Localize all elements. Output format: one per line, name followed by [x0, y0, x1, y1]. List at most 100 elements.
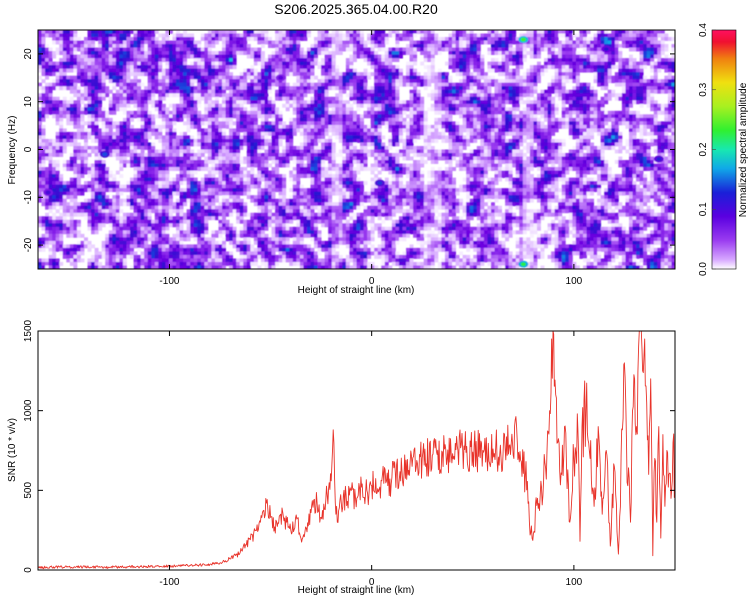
heatmap-cell — [115, 93, 120, 98]
heatmap-cell — [522, 131, 527, 136]
heatmap-cell — [483, 89, 488, 94]
heatmap-cell — [494, 110, 499, 115]
heatmap-cell — [328, 110, 333, 115]
heatmap-cell — [48, 82, 53, 87]
heatmap-cell — [183, 44, 188, 48]
heatmap-cell — [243, 142, 248, 147]
heatmap-cell — [98, 96, 103, 101]
heatmap-cell — [604, 131, 609, 136]
heatmap-cell — [314, 114, 318, 119]
heatmap-cell — [575, 103, 580, 108]
heatmap-cell — [289, 100, 294, 105]
heatmap-cell — [643, 65, 648, 70]
heatmap-cell — [643, 47, 648, 52]
heatmap-cell — [625, 65, 630, 70]
heatmap-cell — [190, 61, 195, 66]
heatmap-cell — [303, 135, 308, 140]
heatmap-cell — [508, 40, 513, 45]
heatmap-cell — [48, 65, 53, 70]
heatmap-cell — [207, 100, 212, 105]
heatmap-cell — [632, 30, 637, 34]
heatmap-cell — [45, 89, 50, 94]
heatmap-cell — [512, 128, 517, 133]
heatmap-cell — [639, 65, 644, 70]
heatmap-cell — [395, 33, 400, 38]
heatmap-cell — [144, 61, 149, 66]
heatmap-cell — [133, 93, 138, 98]
heatmap-cell — [126, 142, 131, 147]
heatmap-cell — [165, 40, 170, 45]
heatmap-cell — [55, 135, 60, 140]
heatmap-cell — [147, 89, 152, 94]
heatmap-cell — [321, 40, 326, 45]
heatmap-cell — [285, 128, 290, 133]
heatmap-cell — [508, 89, 513, 94]
heatmap-cell — [69, 75, 74, 80]
heatmap-cell — [413, 51, 418, 55]
heatmap-cell — [494, 124, 499, 129]
heatmap-cell — [285, 93, 290, 98]
heatmap-cell — [257, 82, 262, 87]
heatmap-cell — [427, 72, 432, 77]
heatmap-cell — [427, 135, 432, 140]
heatmap-cell — [579, 93, 584, 98]
heatmap-cell — [80, 110, 85, 115]
heatmap-cell — [165, 124, 170, 129]
heatmap-cell — [593, 96, 598, 101]
heatmap-cell — [190, 37, 195, 41]
heatmap-cell — [112, 142, 117, 147]
heatmap-cell — [575, 86, 580, 91]
heatmap-cell — [459, 79, 464, 84]
heatmap-cell — [321, 89, 326, 94]
heatmap-cell — [363, 68, 368, 73]
heatmap-cell — [165, 107, 170, 112]
heatmap-cell — [172, 54, 177, 59]
heatmap-cell — [370, 142, 375, 147]
heatmap-cell — [193, 89, 198, 94]
heatmap-cell — [494, 61, 499, 66]
heatmap-cell — [296, 61, 301, 66]
heatmap-cell — [667, 124, 672, 129]
heatmap-cell — [147, 75, 152, 80]
heatmap-cell — [402, 47, 407, 52]
heatmap-cell — [299, 131, 304, 136]
heatmap-cell — [144, 68, 149, 73]
heatmap-cell — [483, 82, 488, 87]
heatmap-cell — [625, 33, 630, 38]
heatmap-cell — [296, 100, 301, 105]
heatmap-cell — [211, 135, 216, 140]
heatmap-cell — [671, 79, 675, 84]
heatmap-cell — [628, 37, 633, 41]
heatmap-cell — [183, 40, 188, 45]
heatmap-cell — [62, 68, 67, 73]
heatmap-cell — [409, 96, 414, 101]
heatmap-cell — [632, 135, 637, 140]
heatmap-cell — [186, 33, 191, 38]
heatmap-cell — [441, 82, 446, 87]
heatmap-cell — [452, 96, 456, 101]
heatmap-cell — [423, 131, 428, 136]
heatmap-cell — [377, 131, 382, 136]
heatmap-cell — [45, 86, 50, 91]
heatmap-cell — [462, 51, 467, 55]
heatmap-cell — [190, 135, 195, 140]
heatmap-cell — [671, 61, 675, 66]
heatmap-cell — [126, 138, 131, 143]
heatmap-cell — [342, 138, 347, 143]
heatmap-cell — [540, 93, 545, 98]
heatmap-cell — [282, 68, 287, 73]
heatmap-cell — [565, 79, 570, 84]
heatmap-cell — [253, 68, 258, 73]
heatmap-cell — [299, 37, 304, 41]
heatmap-cell — [384, 65, 389, 70]
heatmap-cell — [324, 128, 329, 133]
heatmap-cell — [317, 89, 322, 94]
heatmap-cell — [190, 103, 195, 108]
heatmap-cell — [498, 61, 502, 66]
heatmap-cell — [660, 89, 665, 94]
heatmap-cell — [214, 131, 219, 136]
heatmap-cell — [76, 107, 81, 112]
heatmap-cell — [98, 65, 103, 70]
heatmap-cell — [582, 61, 587, 66]
heatmap-cell — [296, 117, 301, 122]
